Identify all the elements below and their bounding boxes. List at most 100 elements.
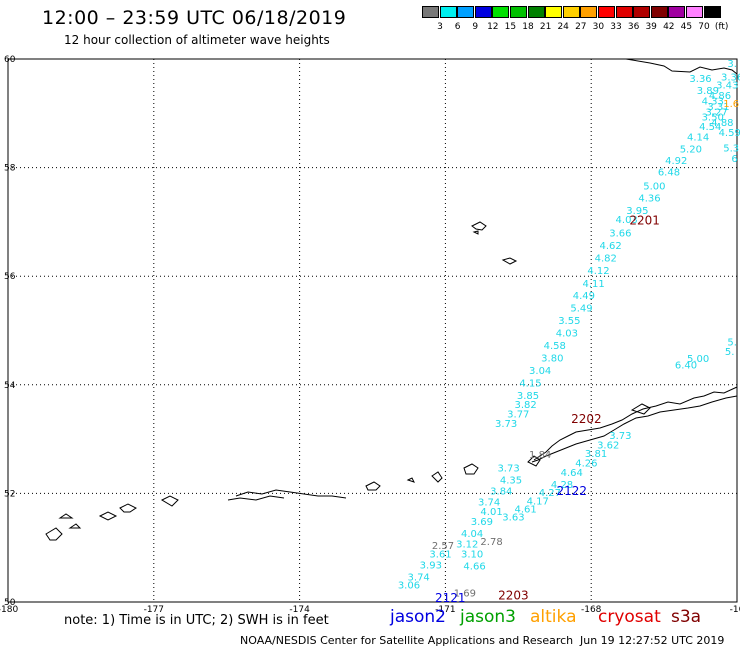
y-tick-label: 50 [4, 598, 16, 608]
color-swatch [686, 6, 703, 18]
island-st-george [501, 257, 518, 265]
aleutian-central-chain [227, 489, 347, 501]
satellite-legend-entry: altika [530, 607, 577, 627]
wave-height-value: 2.78 [480, 537, 502, 548]
wave-height-value: 4.03 [556, 328, 578, 339]
wave-height-value: 1.69 [454, 589, 476, 600]
color-scale-label: 27 [575, 22, 587, 32]
wave-height-value: 4.92 [665, 156, 687, 167]
wave-height-value: 3.12 [456, 540, 478, 551]
wave-height-value: 5.20 [680, 144, 702, 155]
y-tick-label: 56 [4, 272, 16, 282]
color-swatch [527, 6, 545, 18]
color-swatch [580, 6, 598, 18]
island-attu [45, 527, 63, 541]
wave-height-value: 4.33 [702, 97, 724, 108]
x-tick-label: -180 [0, 605, 18, 615]
wave-height-value: 3.80 [541, 353, 563, 364]
wave-height-value: 3.81 [585, 449, 607, 460]
color-scale-label: 30 [592, 22, 605, 32]
color-swatch [545, 6, 563, 18]
island-adak [160, 495, 179, 507]
x-tick-label: -16 [730, 605, 740, 615]
satellite-legend-entry: cryosat [598, 607, 661, 627]
color-swatch [668, 6, 686, 18]
color-swatch [510, 6, 527, 18]
wave-height-value: 4.82 [595, 254, 617, 265]
wave-height-value: 3.73 [497, 464, 519, 475]
wave-height-value: 4.64 [561, 468, 583, 479]
credit-text: NOAA/NESDIS Center for Satellite Applica… [240, 634, 574, 647]
island-small [472, 230, 479, 235]
color-scale-label: 33 [610, 22, 622, 32]
wave-height-value: 3.93 [420, 560, 442, 571]
altimeter-tracks: 3.363.894.864.333.313.273.504.884.544.59… [398, 59, 740, 599]
wave-height-value: 5.3 [723, 143, 739, 154]
x-tick-label: -177 [144, 605, 164, 615]
x-tick-label: -168 [581, 605, 602, 615]
wave-height-value: 3.27 [705, 107, 727, 118]
wave-height-value: 4.59 [719, 128, 740, 139]
wave-height-value: 6.48 [658, 168, 680, 179]
wave-height-value: 3.85 [517, 391, 539, 402]
coastlines [45, 58, 738, 541]
color-scale-label: 36 [627, 22, 640, 32]
wave-height-value: 3.73 [495, 419, 517, 430]
y-tick-label: 58 [4, 164, 16, 174]
wave-height-value: 3.36 [689, 74, 711, 85]
island-kiska [98, 511, 118, 521]
island-islands-of-four-mountains [406, 477, 415, 483]
wave-height-value: 3.73 [609, 431, 631, 442]
color-swatch [633, 6, 651, 18]
wave-height-value: 3.82 [514, 400, 536, 411]
color-swatch [562, 6, 580, 18]
color-scale-label: 21 [539, 22, 552, 32]
alaska-peninsula-coast [531, 386, 738, 463]
wave-height-value: 4.36 [638, 193, 660, 204]
wave-height-value: 4.27 [539, 488, 561, 499]
wave-height-value: 4.88 [711, 118, 733, 129]
pass-labels: 2201 2202 2122 2121 2203 [435, 214, 660, 605]
color-scale-label: 3 [437, 22, 443, 32]
color-scale-label: 6 [454, 22, 461, 32]
wave-height-value: 3.50 [702, 112, 724, 123]
pass-number-label: 2201 [629, 214, 660, 228]
x-tick-label: -171 [435, 605, 455, 615]
wave-height-value: 4.61 [514, 504, 536, 515]
wave-height-value: 4.11 [582, 279, 604, 290]
wave-height-value: 3. [727, 59, 737, 70]
wave-height-value: 4.54 [699, 122, 721, 133]
color-scale-label: 15 [504, 22, 517, 32]
wave-height-value: 3.55 [558, 316, 580, 327]
island-sanak [630, 403, 651, 415]
x-tick-label: -174 [289, 605, 310, 615]
island-umnak [431, 471, 443, 483]
color-scale-label: 18 [522, 22, 534, 32]
pass-number-label: 2202 [571, 412, 602, 426]
pass-number-label: 2203 [498, 588, 529, 602]
color-scale-label: 45 [680, 22, 693, 32]
wave-height-value: 4.03 [616, 215, 638, 226]
wave-height-value: 4.66 [463, 561, 485, 572]
color-swatch [457, 6, 475, 18]
color-scale-label: 42 [663, 22, 675, 32]
wave-height-value: 4.14 [687, 132, 709, 143]
wave-height-value: 4.49 [573, 291, 595, 302]
color-swatch [598, 6, 615, 18]
wave-height-value: 1.84 [529, 450, 551, 461]
satellite-legend-entry: jason2 [390, 607, 446, 627]
pass-number-label: 2121 [435, 591, 466, 605]
wave-height-value: 3.74 [478, 497, 500, 508]
color-scale-label: 24 [557, 22, 569, 32]
color-swatch [492, 6, 510, 18]
wave-height-value: 3.04 [529, 366, 551, 377]
color-scale-unit: (ft) [714, 22, 729, 32]
island-unalaska [463, 463, 479, 475]
generated-timestamp: Jun 19 12:27:52 UTC 2019 [580, 634, 725, 647]
alaska-mainland-coast [625, 58, 738, 75]
color-scale-label: 9 [472, 22, 479, 32]
wave-height-value: 4.62 [600, 241, 622, 252]
color-scale-label: 70 [698, 22, 710, 32]
color-scale-label: 39 [645, 22, 657, 32]
